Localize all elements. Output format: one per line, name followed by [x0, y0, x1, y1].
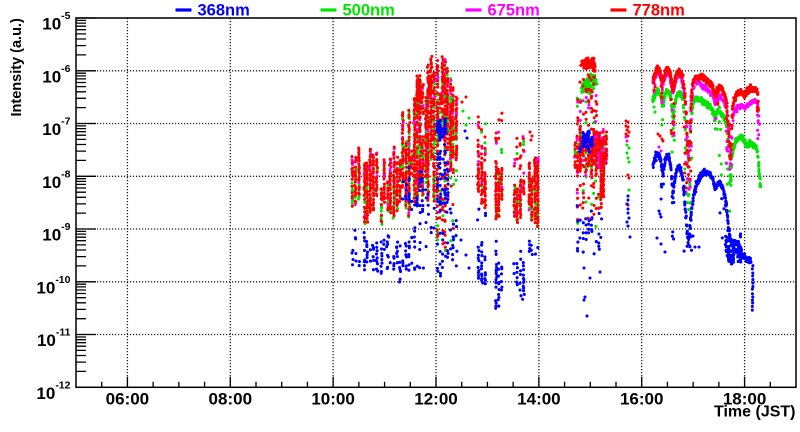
svg-text:368nm: 368nm — [198, 2, 250, 20]
svg-text:06:00: 06:00 — [106, 390, 149, 409]
svg-text:Intensity (a.u.): Intensity (a.u.) — [9, 18, 25, 116]
svg-text:16:00: 16:00 — [620, 390, 663, 409]
svg-text:500nm: 500nm — [343, 2, 395, 20]
svg-text:675nm: 675nm — [488, 2, 540, 20]
svg-text:08:00: 08:00 — [209, 390, 252, 409]
svg-text:Time (JST): Time (JST) — [714, 404, 796, 421]
svg-text:14:00: 14:00 — [517, 390, 560, 409]
svg-text:778nm: 778nm — [633, 2, 685, 20]
svg-text:18:00: 18:00 — [723, 390, 766, 409]
svg-text:10:00: 10:00 — [311, 390, 354, 409]
svg-text:12:00: 12:00 — [414, 390, 457, 409]
